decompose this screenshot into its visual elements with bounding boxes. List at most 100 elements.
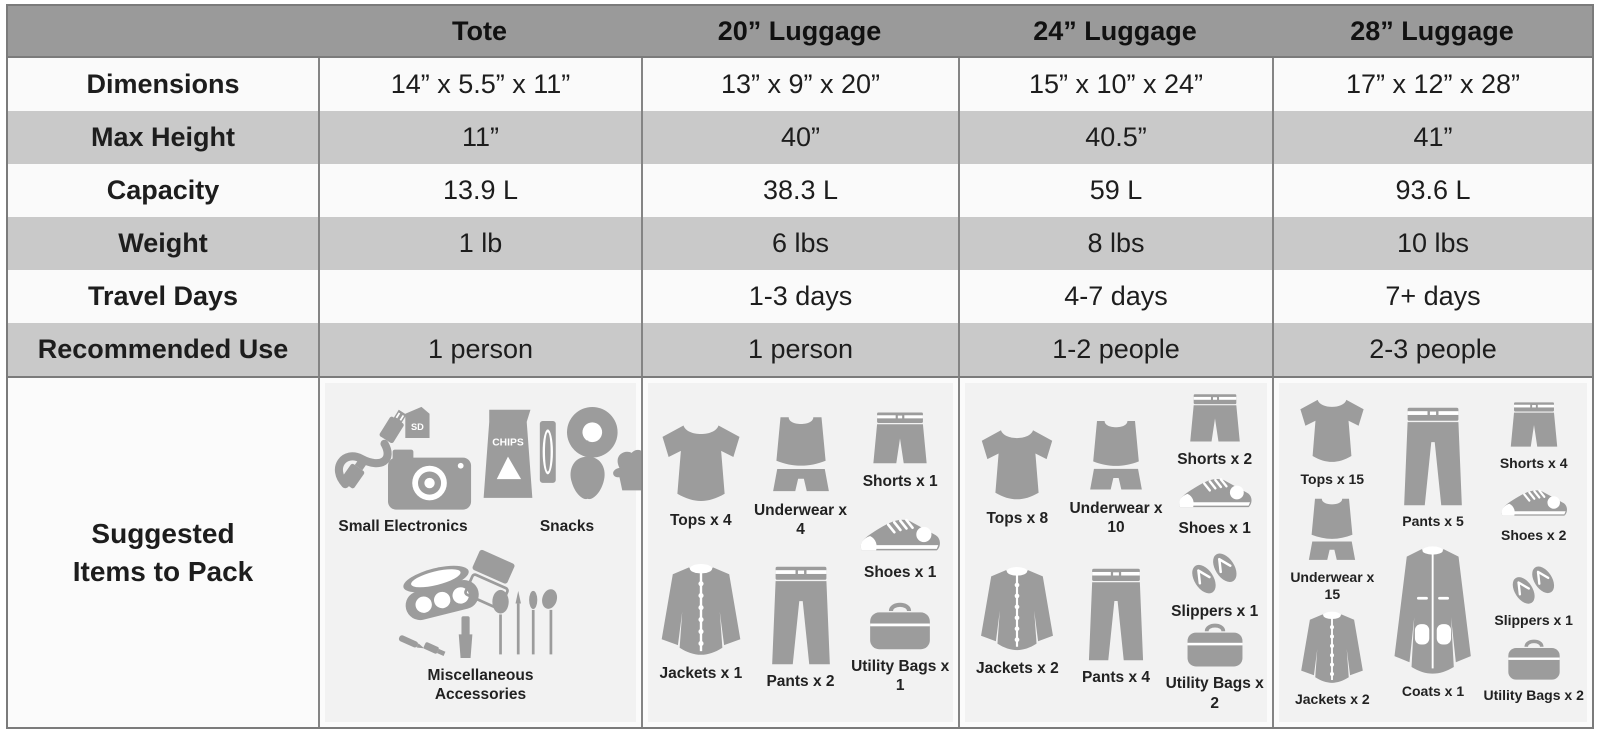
pack-column: Underwear x 4 Pants x 2 (751, 390, 851, 715)
pack-item: Slippers x 1 (1171, 541, 1258, 621)
row-label-recommended-use: Recommended Use (8, 323, 318, 376)
pack-item: Coats x 1 (1387, 545, 1479, 701)
pack-item-label: Utility Bags x 2 (1165, 675, 1264, 712)
travel-days-20: 1-3 days (641, 270, 958, 323)
row-label-max-height: Max Height (8, 111, 318, 164)
weight-24: 8 lbs (958, 217, 1272, 270)
pack-item: Jackets x 2 (1295, 611, 1370, 709)
utility-bag-icon (1504, 639, 1564, 682)
recommended-use-tote: 1 person (318, 323, 641, 376)
pack-item: Shoes x 1 (856, 511, 944, 582)
utility-bag-icon (1183, 623, 1247, 669)
slippers-icon (1506, 555, 1562, 607)
pack-item: Utility Bags x 2 (1483, 639, 1584, 705)
pack-item-label: Tops x 8 (986, 510, 1049, 528)
pack-item-label: Shoes x 2 (1500, 526, 1567, 543)
sneaker-icon (1498, 483, 1570, 522)
pack-item: Utility Bags x 1 (850, 602, 950, 696)
pack-item-label: Coats x 1 (1401, 682, 1465, 699)
pack-column: Shorts x 1 Shoes x 1 Utility Bags x 1 (850, 390, 950, 715)
miscellaneous-accessories-icon (397, 547, 565, 661)
pants-icon (1402, 405, 1464, 508)
row-label-suggested-items: Suggested Items to Pack (8, 376, 318, 727)
tshirt-icon (977, 427, 1057, 504)
dimensions-24: 15” x 10” x 24” (958, 58, 1272, 111)
weight-20: 6 lbs (641, 217, 958, 270)
capacity-tote: 13.9 L (318, 164, 641, 217)
row-label-capacity: Capacity (8, 164, 318, 217)
pack-item: Underwear x 4 (751, 414, 851, 540)
snacks-icon (478, 404, 641, 512)
pack-item-label: Utility Bags x 1 (851, 657, 950, 694)
pack-column: Tops x 8 Jackets x 2 (968, 390, 1067, 715)
underwear-icon (1078, 418, 1154, 494)
capacity-28: 93.6 L (1272, 164, 1592, 217)
row-label-weight: Weight (8, 217, 318, 270)
row-label-dimensions: Dimensions (8, 58, 318, 111)
tote-pack-bottom-row: Miscellaneous Accessories (328, 547, 633, 705)
pack-item-label: Underwear x 10 (1069, 499, 1163, 537)
weight-28: 10 lbs (1272, 217, 1592, 270)
shorts-icon (869, 410, 931, 467)
max-height-20: 40” (641, 111, 958, 164)
pack-cell-24-luggage: Tops x 8 Jackets x 2 Underwear x 10 Pant… (958, 376, 1272, 727)
max-height-24: 40.5” (958, 111, 1272, 164)
pack-item: Slippers x 1 (1494, 555, 1573, 630)
pack-item-label: Pants x 4 (1081, 668, 1151, 686)
pack-item: Shorts x 2 (1177, 392, 1252, 469)
pack-column: Pants x 5 Coats x 1 (1383, 390, 1484, 715)
shorts-icon (1507, 400, 1561, 450)
shorts-icon (1186, 392, 1244, 445)
underwear-icon (1298, 496, 1366, 564)
pack-item-label: Pants x 5 (1402, 512, 1464, 529)
max-height-tote: 11” (318, 111, 641, 164)
dimensions-28: 17” x 12” x 28” (1272, 58, 1592, 111)
travel-days-tote (318, 270, 641, 323)
recommended-use-24: 1-2 people (958, 323, 1272, 376)
pack-column: Tops x 4 Jackets x 1 (651, 390, 751, 715)
pack-item-label: Jackets x 2 (975, 659, 1059, 677)
pack-item-label: Pants x 2 (766, 672, 835, 690)
header-20-luggage: 20” Luggage (641, 6, 958, 58)
utility-bag-icon (865, 602, 935, 652)
pack-item-label: Shorts x 4 (1499, 455, 1568, 472)
pack-group-label: Snacks (539, 517, 595, 535)
pack-item-label: Tops x 4 (669, 512, 732, 530)
sneaker-icon (856, 511, 944, 558)
jacket-icon (1295, 611, 1369, 686)
pack-column: Tops x 15 Underwear x 15 Jackets x 2 (1282, 390, 1383, 715)
dimensions-20: 13” x 9” x 20” (641, 58, 958, 111)
pack-item-label: Underwear x 4 (753, 501, 848, 539)
travel-days-24: 4-7 days (958, 270, 1272, 323)
pack-item-label: Slippers x 1 (1171, 602, 1259, 620)
pack-item-label: Underwear x 15 (1290, 568, 1375, 603)
pack-item-label: Utility Bags x 2 (1483, 687, 1584, 704)
pack-item: Utility Bags x 2 (1165, 623, 1264, 713)
row-label-travel-days: Travel Days (8, 270, 318, 323)
pack-item: Jackets x 1 (654, 563, 748, 683)
pack-item-label: Shoes x 1 (1178, 520, 1251, 538)
pack-item: Underwear x 15 (1282, 496, 1383, 604)
header-tote: Tote (318, 6, 641, 58)
pants-icon (770, 564, 832, 667)
pack-item: Shoes x 2 (1498, 483, 1570, 545)
travel-days-28: 7+ days (1272, 270, 1592, 323)
pack-item: Tops x 4 (657, 422, 745, 530)
pack-column: Shorts x 4 Shoes x 2 Slippers x 1 Utilit… (1483, 390, 1584, 715)
tshirt-icon (657, 422, 745, 506)
pack-item: Shorts x 1 (863, 410, 938, 491)
small-electronics-icon (328, 401, 478, 512)
sneaker-icon (1175, 471, 1255, 514)
pack-item: Pants x 2 (766, 564, 835, 691)
recommended-use-20: 1 person (641, 323, 958, 376)
capacity-24: 59 L (958, 164, 1272, 217)
header-24-luggage: 24” Luggage (958, 6, 1272, 58)
pack-group-label: Small Electronics (338, 517, 468, 535)
pack-cell-28-luggage: Tops x 15 Underwear x 15 Jackets x 2 Pan… (1272, 376, 1592, 727)
pants-icon (1087, 566, 1145, 663)
pack-item: Pants x 5 (1402, 405, 1464, 531)
recommended-use-28: 2-3 people (1272, 323, 1592, 376)
pack-item: Jackets x 2 (974, 566, 1060, 678)
pack-item: Tops x 15 (1296, 397, 1368, 489)
